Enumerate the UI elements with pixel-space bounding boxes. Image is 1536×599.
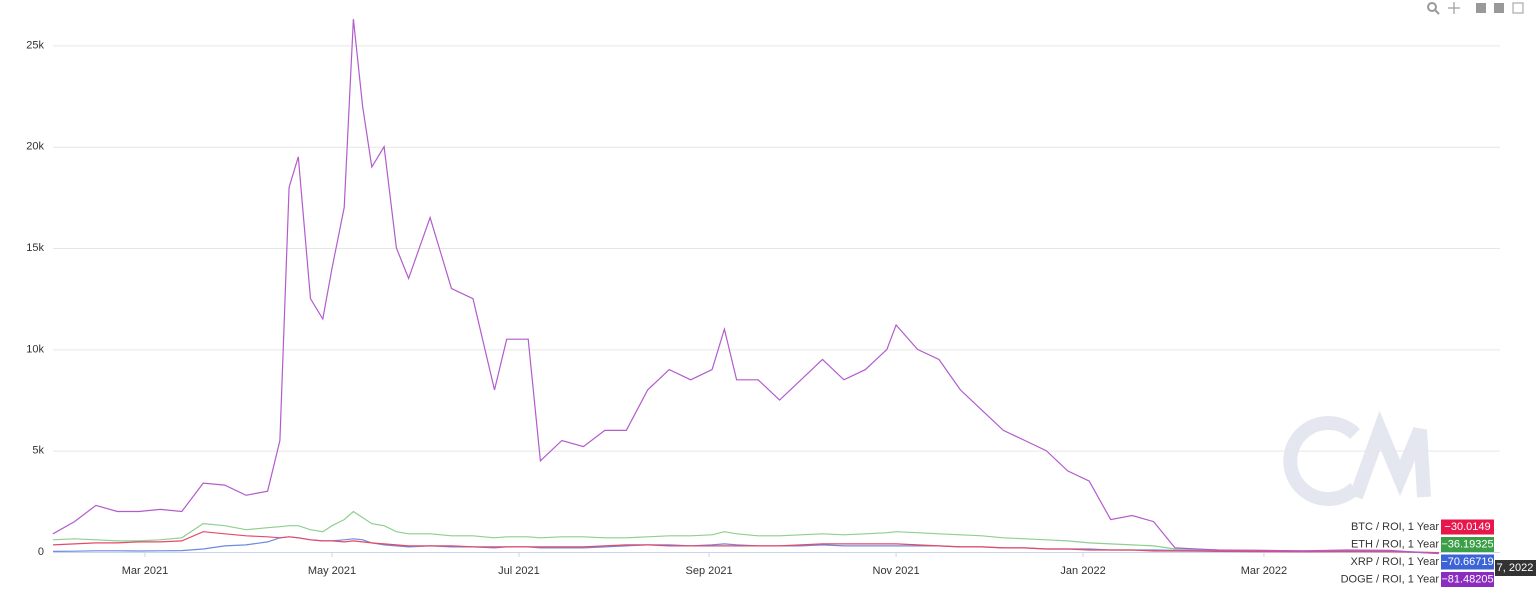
zoom-in-icon[interactable] — [1476, 3, 1486, 13]
y-tick-label: 20k — [26, 141, 44, 153]
x-tick-label: May 2021 — [308, 565, 356, 577]
legend-label: XRP / ROI, 1 Year — [1351, 556, 1440, 568]
series-line — [52, 19, 1439, 555]
last-value-label: −30.0149 — [1444, 521, 1490, 533]
last-value-label: −81.48205 — [1441, 573, 1493, 585]
series-line — [52, 510, 1439, 554]
y-tick-label: 0 — [38, 546, 44, 558]
last-value-label: −36.19325 — [1441, 538, 1493, 550]
x-tick-label: Nov 2021 — [873, 565, 920, 577]
y-tick-label: 5k — [32, 445, 44, 457]
last-value-box — [1441, 554, 1494, 570]
crosshair-label-box — [1495, 560, 1536, 576]
legend-label: ETH / ROI, 1 Year — [1351, 538, 1439, 550]
reset-icon[interactable] — [1512, 2, 1524, 14]
zoom-out-icon[interactable] — [1494, 3, 1504, 13]
last-value-box — [1441, 537, 1494, 552]
x-tick-label: Mar 2022 — [1241, 565, 1287, 577]
y-tick-label: 10k — [26, 343, 44, 355]
crosshair-label: 7, 2022 — [1497, 562, 1534, 574]
x-tick-label: Mar 2021 — [122, 565, 168, 577]
series-line — [52, 531, 1439, 554]
x-tick-label: Jan 2022 — [1060, 565, 1105, 577]
x-tick-label: Sep 2021 — [686, 565, 733, 577]
pan-icon[interactable] — [1448, 2, 1460, 14]
last-value-label: −70.66719 — [1441, 556, 1493, 568]
toolbar — [1427, 2, 1524, 15]
zoom-icon[interactable] — [1427, 2, 1437, 12]
y-tick-label: 25k — [26, 39, 44, 51]
legend-label: BTC / ROI, 1 Year — [1351, 521, 1439, 533]
x-tick-label: Jul 2021 — [498, 565, 540, 577]
legend-label: DOGE / ROI, 1 Year — [1341, 573, 1440, 585]
last-value-box — [1441, 572, 1494, 587]
last-value-box — [1441, 519, 1494, 535]
y-tick-label: 15k — [26, 242, 44, 254]
watermark — [1283, 410, 1431, 506]
